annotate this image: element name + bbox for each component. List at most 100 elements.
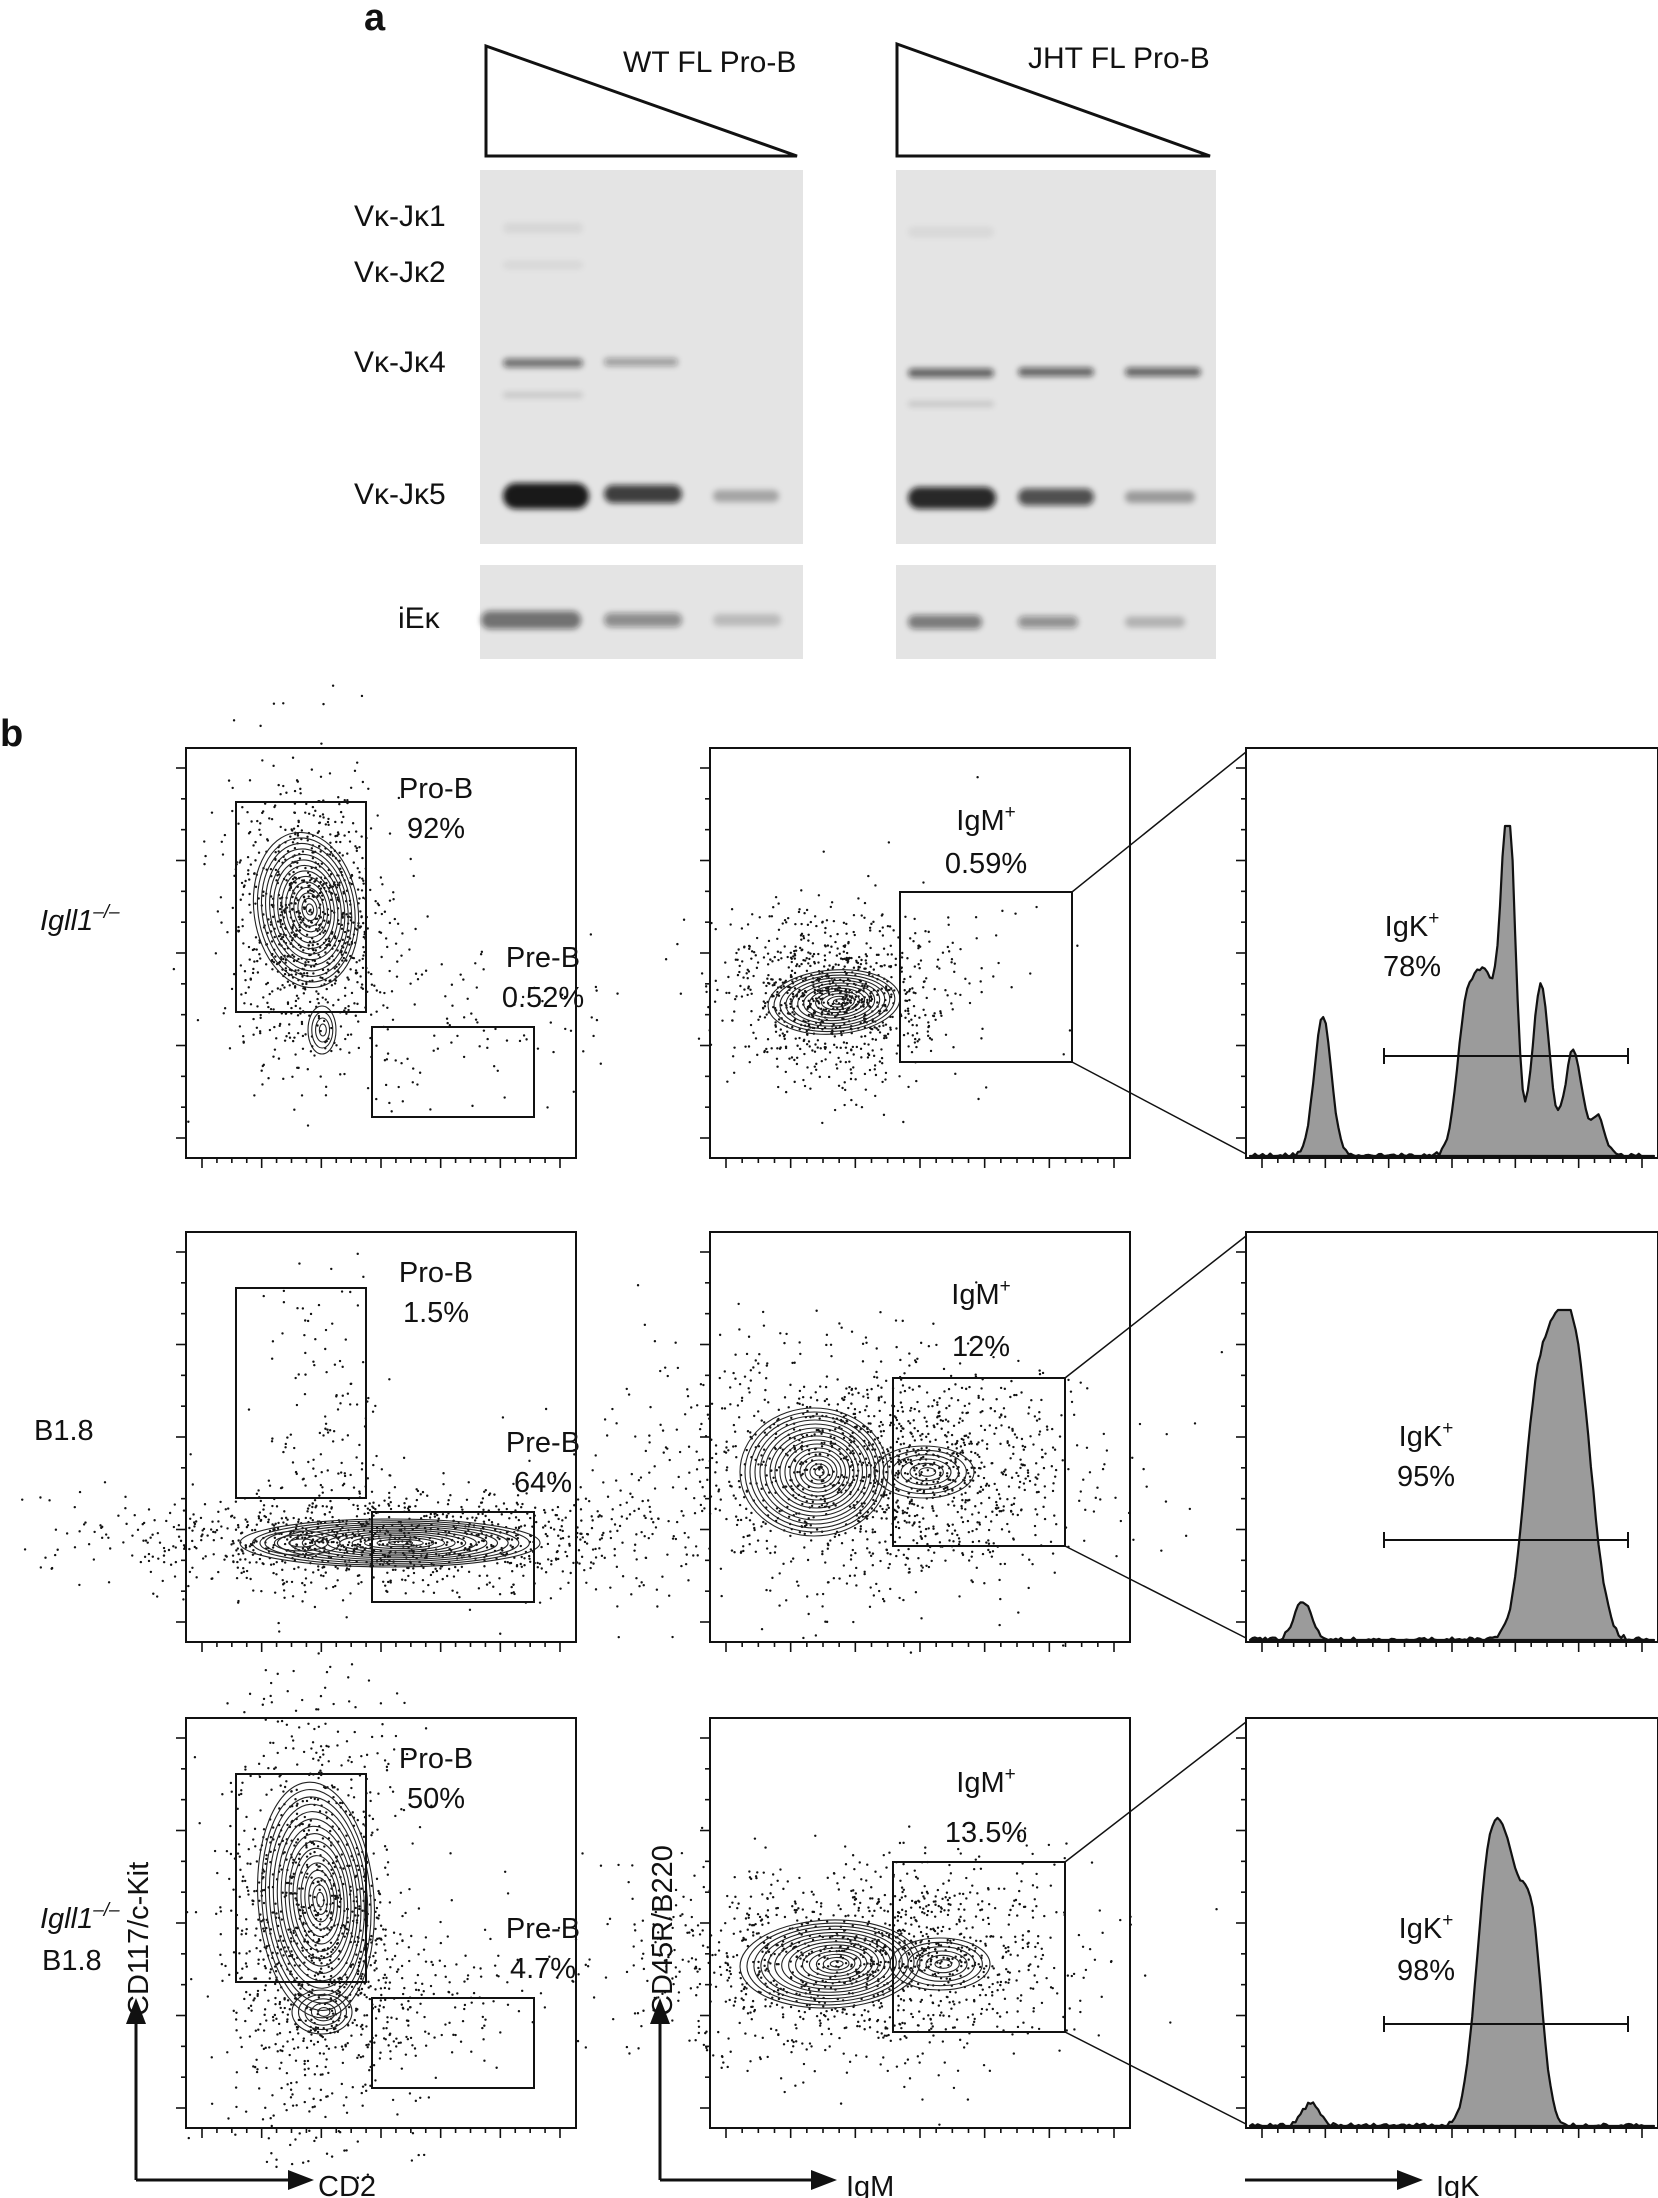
axis-title-igm: IgM [846, 2171, 894, 2198]
gate-igm-positive [892, 1377, 1066, 1547]
gate-pct-pre-b: 0.52% [502, 982, 584, 1014]
histogram-trace [1248, 824, 1656, 1158]
gate-pct-pre-b: 64% [514, 1467, 572, 1499]
density-contours [252, 831, 360, 989]
gate-pct-igm: 13.5% [945, 1817, 1027, 1849]
gate-igm-positive [892, 1861, 1066, 2033]
gate-pct-pro-b: 50% [407, 1783, 465, 1815]
gate-label-pre-b: Pre-B [506, 1913, 580, 1945]
gate-igk-marker [1383, 1532, 1629, 1548]
density-contours-igm [889, 1937, 991, 1991]
band-jht-jk4-2 [1018, 367, 1094, 377]
gate-pct-igk: 98% [1397, 1955, 1455, 1987]
events-main [664, 874, 1032, 1125]
gel-bands [481, 223, 1201, 629]
events-sparse [187, 912, 619, 1123]
band-wt-jk4-1 [503, 358, 583, 368]
panel-a-letter: a [364, 0, 386, 39]
gate-connector-top [1064, 1235, 1247, 1379]
gate-pct-igk: 78% [1383, 951, 1441, 983]
row-label-3-line2: B1.8 [42, 1945, 102, 1977]
gate-connector-bottom [1064, 2031, 1247, 2125]
gate-pct-igm: 0.59% [945, 848, 1027, 880]
plot-cd117-cd2: Pro-B 50% Pre-B 4.7% [176, 1616, 588, 2182]
gate-igk-marker [1383, 1048, 1629, 1064]
histogram-igk: IgK+ 78% [1236, 747, 1658, 1168]
band-jht-jk5-2 [1018, 488, 1094, 506]
gate-label-igk: IgK+ [1399, 1418, 1454, 1453]
band-wt-iek-3 [713, 614, 781, 626]
facs-row-1: Pro-B 92% Pre-B 0.52% IgM+ 0.59% IgK+ 78% [172, 684, 1658, 1168]
gate-pro-b [235, 801, 367, 1013]
histogram-trace [1248, 1816, 1656, 2128]
plot-b220-igm: IgM+ 0.59% [664, 747, 1131, 1168]
band-wt-smear-1 [503, 223, 583, 233]
plot-b220-igm: IgM+ 13.5% [495, 1717, 1218, 2138]
row-label-2: B1.8 [34, 1415, 94, 1447]
plot-cd117-cd2: Pro-B 92% Pre-B 0.52% [172, 684, 619, 1168]
gate-pct-pro-b: 92% [407, 813, 465, 845]
events-sparse [232, 1888, 588, 2103]
row-label-3-line1: Igll1–/– [40, 1900, 120, 1935]
band-jht-iek-2 [1018, 616, 1078, 628]
gate-connector-top [1064, 1721, 1247, 1863]
band-wt-iek-2 [604, 613, 682, 627]
facs-plots: Pro-B 92% Pre-B 0.52% IgM+ 0.59% IgK+ 78% Pro-B 1… [21, 684, 1658, 2182]
row-label-1: Igll1–/– [40, 902, 120, 937]
plot-b220-igm: IgM+ 12% [487, 1231, 1224, 1654]
band-label-jk5: Vκ-Jκ5 [354, 478, 446, 511]
gate-pre-b [371, 1026, 535, 1118]
histogram-trace [1248, 1308, 1656, 1642]
band-jht-jk5-1 [908, 487, 996, 509]
gate-label-pro-b: Pro-B [399, 773, 473, 805]
dilution-triangle-jht [895, 41, 1211, 158]
plot-cd117-cd2: Pro-B 1.5% Pre-B 64% [21, 1231, 902, 1652]
panel-b-letter: b [0, 713, 23, 755]
density-contours-secondary [259, 1530, 341, 1556]
axis-title-cd117: CD117/c-Kit [123, 1862, 155, 2016]
gate-label-pre-b: Pre-B [506, 942, 580, 974]
band-wt-jk5-2 [604, 485, 682, 503]
density-contours [257, 1781, 375, 2019]
band-label-jk1: Vκ-Jκ1 [354, 200, 446, 233]
axis-title-igk: IgK [1436, 2171, 1480, 2198]
density-contours-secondary [291, 1989, 353, 2035]
group-title-jht: JHT FL Pro-B [1028, 42, 1210, 75]
gate-connector-bottom [1071, 1061, 1247, 1155]
dilution-triangle-wt [484, 43, 798, 158]
gate-label-pre-b: Pre-B [506, 1427, 580, 1459]
gate-label-igk: IgK+ [1399, 1910, 1454, 1945]
events-igm [815, 775, 1079, 1101]
band-label-jk2: Vκ-Jκ2 [354, 256, 446, 289]
gate-pct-igk: 95% [1397, 1461, 1455, 1493]
events-main [495, 1825, 1218, 2126]
band-wt-smear-2 [503, 261, 583, 269]
gate-label-igm: IgM+ [956, 1764, 1015, 1799]
band-wt-faint-1 [503, 392, 583, 398]
gate-label-igk: IgK+ [1385, 908, 1440, 943]
band-wt-jk5-1 [503, 483, 589, 509]
histogram-igk: IgK+ 98% [1236, 1717, 1658, 2138]
gate-label-pro-b: Pro-B [399, 1743, 473, 1775]
band-wt-iek-1 [481, 611, 581, 629]
axis-arrows [126, 1998, 1423, 2190]
band-label-jk4: Vκ-Jκ4 [354, 346, 446, 379]
facs-row-3: Pro-B 50% Pre-B 4.7% IgM+ 13.5% IgK+ 98% [176, 1616, 1658, 2182]
axis-title-cd2: CD2 [318, 2171, 376, 2198]
panel-b: b Igll1–/– B1.8 Igll1–/– B1.8 Pro-B92%Pr… [0, 684, 1658, 2198]
band-jht-iek-1 [908, 615, 982, 629]
control-label: iEκ [398, 602, 441, 635]
gate-igm-positive [899, 891, 1073, 1063]
panel-a: a WT FL Pro-B JHT FL Pro-B Vκ-Jκ1 Vκ-Jκ2… [354, 0, 1216, 659]
gate-connector-top [1071, 751, 1247, 893]
gate-connector-bottom [1064, 1545, 1247, 1639]
gate-igk-marker [1383, 2016, 1629, 2032]
band-jht-jk5-3 [1125, 491, 1195, 503]
gate-pct-igm: 12% [952, 1331, 1010, 1363]
group-title-wt: WT FL Pro-B [623, 46, 796, 79]
gate-label-igm: IgM+ [951, 1276, 1010, 1311]
band-jht-iek-3 [1125, 616, 1185, 628]
density-contours [239, 1518, 541, 1568]
histogram-igk: IgK+ 95% [1236, 1231, 1658, 1652]
